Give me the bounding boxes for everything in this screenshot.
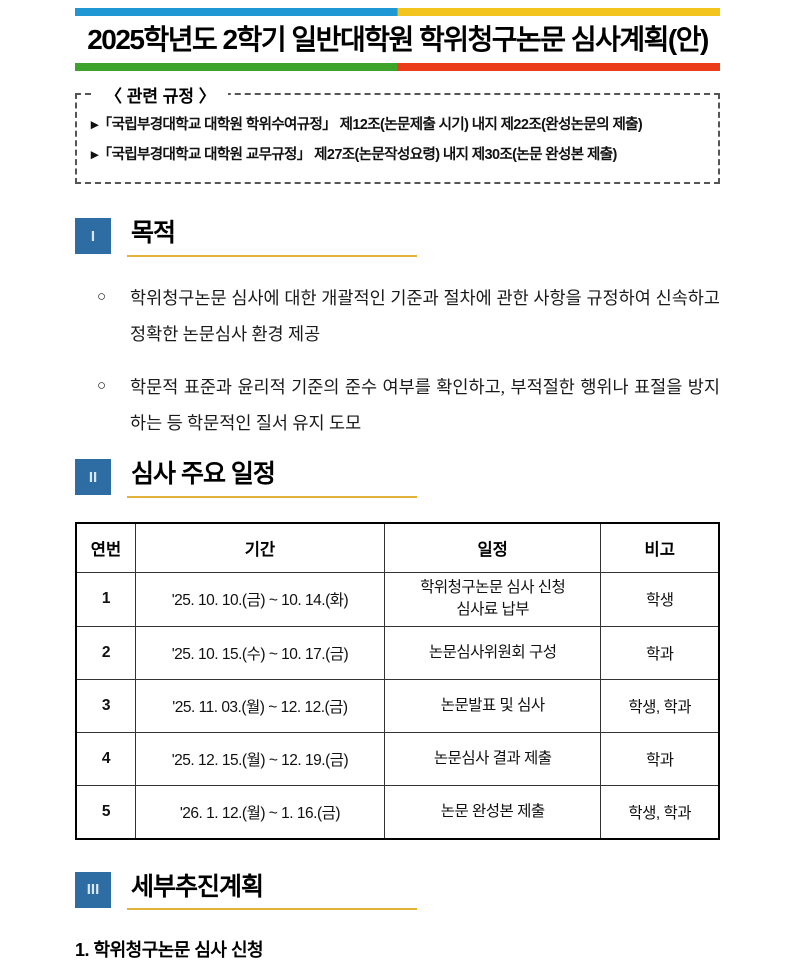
cell-no: 5 [75,784,136,840]
table-row: 5 '26. 1. 12.(월) ~ 1. 16.(금) 논문 완성본 제출 학… [75,784,720,840]
section-numeral-badge: I [75,218,111,255]
detail-plan-item-1: 1. 학위청구논문 심사 신청 [75,940,264,961]
column-header-period: 기간 [134,522,385,573]
table-row: 3 '25. 11. 03.(월) ~ 12. 12.(금) 논문발표 및 심사… [75,678,720,733]
purpose-bullet-text: 학위청구논문 심사에 대한 개괄적인 기준과 절차에 관한 사항을 규정하여 신… [130,287,720,344]
cell-schedule: 논문심사위원회 구성 [383,625,602,680]
cell-schedule: 논문심사 결과 제출 [383,731,602,786]
table-header-row: 연번 기간 일정 비고 [75,522,720,573]
column-header-schedule: 일정 [383,522,602,573]
document-title: 2025학년도 2학기 일반대학원 학위청구논문 심사계획(안) [87,24,709,55]
title-top-bar [75,8,720,16]
document-content: 2025학년도 2학기 일반대학원 학위청구논문 심사계획(안) 〈 관련 규정… [75,8,720,962]
circle-bullet-icon: ○ [97,377,107,394]
regulation-item: ▸「국립부경대학교 대학원 학위수여규정」 제12조(논문제출 시기) 내지 제… [91,117,643,133]
section-title: 세부추진계획 [127,872,417,911]
section-header-detail-plan: III 세부추진계획 [75,871,720,911]
table-row: 2 '25. 10. 15.(수) ~ 10. 17.(금) 논문심사위원회 구… [75,625,720,680]
cell-no: 4 [75,731,136,786]
table-row: 4 '25. 12. 15.(월) ~ 12. 19.(금) 논문심사 결과 제… [75,731,720,786]
regulations-legend: 〈 관련 규정 〉 [93,82,228,107]
related-regulations-box: 〈 관련 규정 〉 ▸「국립부경대학교 대학원 학위수여규정」 제12조(논문제… [75,82,720,185]
cell-note: 학생, 학과 [600,678,720,733]
cell-note: 학생 [600,571,720,627]
section-numeral-badge: III [75,871,111,908]
cell-period: '25. 10. 10.(금) ~ 10. 14.(화) [134,571,385,627]
purpose-bullet-text: 학문적 표준과 윤리적 기준의 준수 여부를 확인하고, 부적절한 행위나 표절… [130,376,720,433]
cell-no: 1 [75,571,136,627]
section-header-purpose: I 목적 [75,218,720,257]
cell-no: 2 [75,625,136,680]
document-page: 2025학년도 2학기 일반대학원 학위청구논문 심사계획(안) 〈 관련 규정… [75,8,720,960]
section-header-schedule: II 심사 주요 일정 [75,459,720,498]
section-title: 심사 주요 일정 [127,459,417,498]
purpose-bullet: ○ 학문적 표준과 윤리적 기준의 준수 여부를 확인하고, 부적절한 행위나 … [75,370,720,442]
circle-bullet-icon: ○ [97,288,107,305]
purpose-bullet: ○ 학위청구논문 심사에 대한 개괄적인 기준과 절차에 관한 사항을 규정하여… [75,281,720,353]
schedule-table: 연번 기간 일정 비고 1 '25. 10. 10.(금) ~ 10. 14.(… [75,521,720,840]
cell-period: '25. 11. 03.(월) ~ 12. 12.(금) [134,678,385,733]
purpose-bullets: ○ 학위청구논문 심사에 대한 개괄적인 기준과 절차에 관한 사항을 규정하여… [75,281,720,442]
column-header-note: 비고 [600,522,720,573]
cell-schedule: 논문 완성본 제출 [383,784,602,840]
cell-no: 3 [75,678,136,733]
cell-period: '25. 10. 15.(수) ~ 10. 17.(금) [134,625,385,680]
cell-schedule: 논문발표 및 심사 [383,678,602,733]
title-bottom-bar [75,63,720,71]
section-title: 목적 [127,218,417,257]
column-header-no: 연번 [75,522,136,573]
regulation-item: ▸「국립부경대학교 대학원 교무규정」 제27조(논문작성요령) 내지 제30조… [91,146,617,163]
title-block: 2025학년도 2학기 일반대학원 학위청구논문 심사계획(안) [75,8,720,71]
cell-note: 학생, 학과 [600,784,720,840]
cell-period: '25. 12. 15.(월) ~ 12. 19.(금) [134,731,385,786]
cell-note: 학과 [600,731,720,786]
section-numeral-badge: II [75,459,111,496]
table-row: 1 '25. 10. 10.(금) ~ 10. 14.(화) 학위청구논문 심사… [75,571,720,627]
cell-period: '26. 1. 12.(월) ~ 1. 16.(금) [134,784,385,840]
cell-schedule: 학위청구논문 심사 신청 심사료 납부 [383,571,602,627]
cell-note: 학과 [600,625,720,680]
